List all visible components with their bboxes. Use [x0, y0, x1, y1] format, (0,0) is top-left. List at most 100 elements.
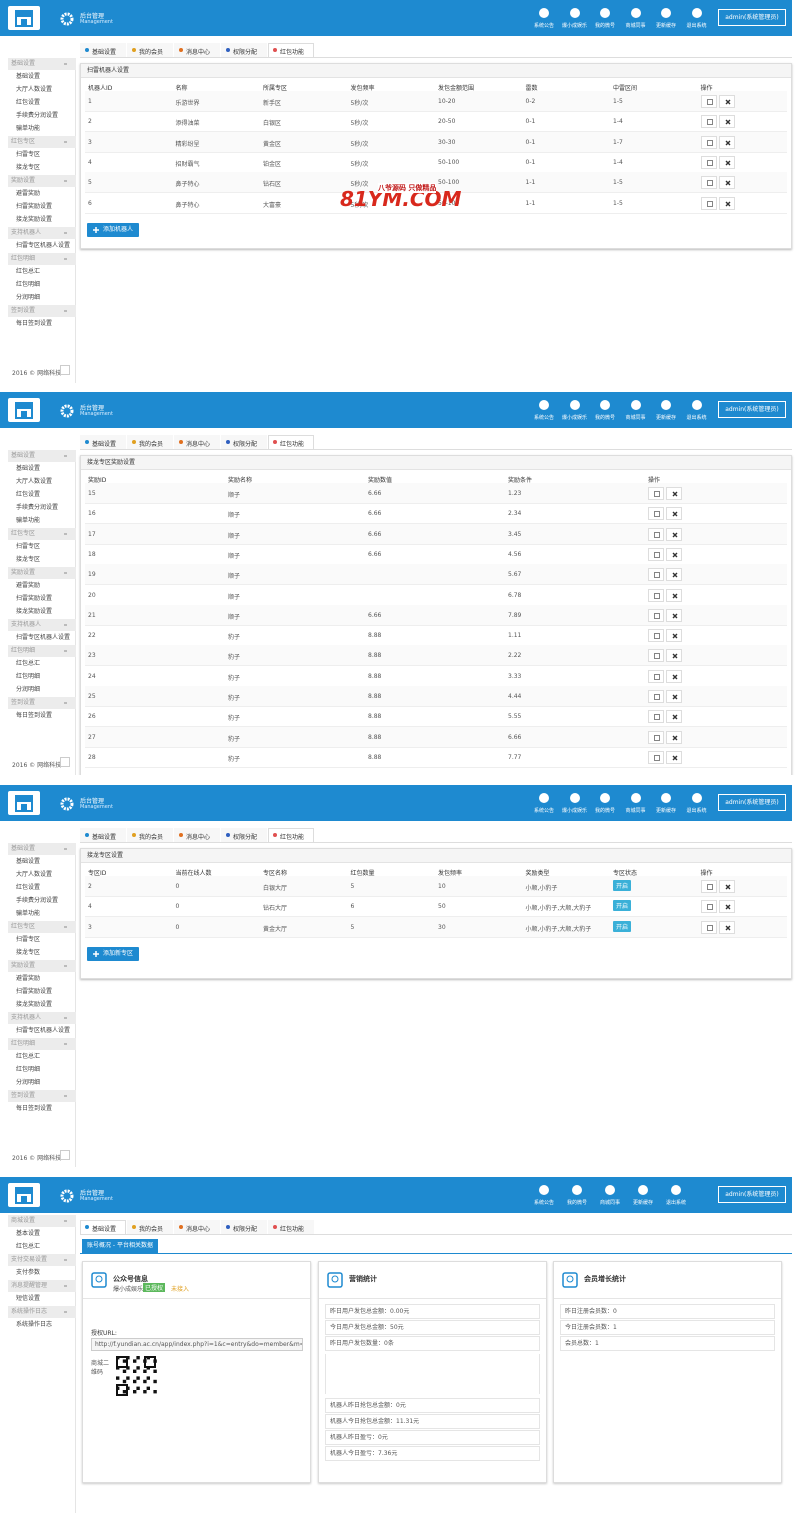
sidebar-group[interactable]: 基础设置	[8, 58, 76, 70]
sidebar-item[interactable]: 红包明细	[16, 281, 41, 288]
tab[interactable]: 红包功能	[268, 435, 314, 449]
tab[interactable]: 消息中心	[174, 435, 220, 449]
sidebar-item[interactable]: 避雷奖励	[16, 582, 41, 589]
delete-button[interactable]	[666, 547, 682, 561]
edit-button[interactable]	[648, 568, 664, 582]
edit-button[interactable]	[648, 507, 664, 521]
sidebar-item[interactable]: 大厅人数设置	[16, 478, 53, 485]
user-menu[interactable]: admin(系统管理员)	[718, 9, 786, 26]
delete-button[interactable]	[666, 507, 682, 521]
sidebar-item[interactable]: 红包总汇	[16, 1243, 41, 1250]
nav-item[interactable]: 商城同事	[594, 1181, 626, 1209]
sidebar-item[interactable]: 扫雷专区机器人设置	[16, 1027, 71, 1034]
sidebar-item[interactable]: 每日签到设置	[16, 712, 53, 719]
sidebar-group[interactable]: 奖励设置	[8, 567, 76, 579]
nav-item[interactable]: 系统公告	[528, 396, 560, 424]
edit-button[interactable]	[648, 527, 664, 541]
delete-button[interactable]	[718, 196, 735, 210]
sidebar-item[interactable]: 红包总汇	[16, 1053, 41, 1060]
nav-item[interactable]: 我的微号	[589, 396, 621, 424]
edit-button[interactable]	[700, 115, 717, 129]
sub-tab[interactable]: 账号概况 - 平台相关数据	[82, 1239, 158, 1253]
tab[interactable]: 权限分配	[221, 43, 267, 57]
sidebar-item[interactable]: 扫雷专区	[16, 936, 41, 943]
nav-item[interactable]: 我的微号	[589, 4, 621, 32]
nav-item[interactable]: 系统公告	[528, 1181, 560, 1209]
nav-item[interactable]: 退出系统	[681, 789, 713, 817]
sidebar-group[interactable]: 红包明细	[8, 253, 76, 265]
sidebar-item[interactable]: 骗单功能	[16, 910, 41, 917]
delete-button[interactable]	[718, 95, 735, 108]
sidebar-item[interactable]: 接龙奖励设置	[16, 608, 53, 615]
sidebar-item[interactable]: 基础设置	[16, 858, 41, 865]
nav-item[interactable]: 商城同事	[620, 4, 652, 32]
tab[interactable]: 红包功能	[268, 1220, 314, 1234]
delete-button[interactable]	[666, 710, 682, 724]
nav-item[interactable]: 更新缓存	[650, 4, 682, 32]
tab[interactable]: 我的会员	[127, 828, 173, 842]
nav-item[interactable]: 爆小成娱乐	[559, 789, 591, 817]
tab[interactable]: 消息中心	[174, 828, 220, 842]
delete-button[interactable]	[718, 155, 735, 169]
sidebar-item[interactable]: 红包总汇	[16, 660, 41, 667]
sidebar-item[interactable]: 扫雷专区机器人设置	[16, 634, 71, 641]
delete-button[interactable]	[666, 487, 682, 500]
sidebar-group[interactable]: 签到设置	[8, 697, 76, 709]
sidebar-item[interactable]: 红包明细	[16, 673, 41, 680]
delete-button[interactable]	[718, 900, 735, 914]
sidebar-group[interactable]: 支持机器人	[8, 1012, 76, 1024]
tab[interactable]: 基础设置	[80, 435, 126, 449]
edit-button[interactable]	[648, 588, 664, 602]
sidebar-item[interactable]: 手续费分润设置	[16, 112, 59, 119]
sidebar-item[interactable]: 接龙专区	[16, 556, 41, 563]
sidebar-group[interactable]: 红包明细	[8, 1038, 76, 1050]
add-button[interactable]: 添加机器人	[87, 222, 140, 237]
tab[interactable]: 基础设置	[80, 1220, 126, 1234]
edit-button[interactable]	[700, 920, 717, 934]
delete-button[interactable]	[666, 750, 682, 764]
sidebar-item[interactable]: 扫雷奖励设置	[16, 595, 53, 602]
edit-button[interactable]	[648, 649, 664, 663]
delete-button[interactable]	[666, 608, 682, 622]
edit-button[interactable]	[648, 710, 664, 724]
sidebar-item[interactable]: 避雷奖励	[16, 190, 41, 197]
edit-button[interactable]	[648, 730, 664, 744]
delete-button[interactable]	[666, 629, 682, 643]
sidebar-item[interactable]: 扫雷奖励设置	[16, 988, 53, 995]
sidebar-item[interactable]: 红包总汇	[16, 268, 41, 275]
edit-button[interactable]	[648, 690, 664, 703]
delete-button[interactable]	[718, 176, 735, 190]
tab[interactable]: 权限分配	[221, 828, 267, 842]
sidebar-item[interactable]: 每日签到设置	[16, 1105, 53, 1112]
tab[interactable]: 我的会员	[127, 1220, 173, 1234]
edit-button[interactable]	[700, 95, 717, 108]
delete-button[interactable]	[666, 690, 682, 703]
nav-item[interactable]: 更新缓存	[650, 396, 682, 424]
sidebar-group[interactable]: 系统操作日志	[8, 1306, 76, 1318]
sidebar-group[interactable]: 基础设置	[8, 450, 76, 462]
sidebar-item[interactable]: 扫雷专区	[16, 151, 41, 158]
delete-button[interactable]	[666, 527, 682, 541]
delete-button[interactable]	[666, 669, 682, 683]
delete-button[interactable]	[718, 880, 735, 893]
tab[interactable]: 消息中心	[174, 1220, 220, 1234]
collapse-btn[interactable]	[60, 757, 70, 767]
edit-button[interactable]	[700, 176, 717, 190]
nav-item[interactable]: 系统公告	[528, 4, 560, 32]
sidebar-item[interactable]: 红包设置	[16, 491, 41, 498]
sidebar-group[interactable]: 支付交易设置	[8, 1254, 76, 1266]
nav-item[interactable]: 更新缓存	[627, 1181, 659, 1209]
edit-button[interactable]	[648, 750, 664, 764]
delete-button[interactable]	[666, 568, 682, 582]
delete-button[interactable]	[666, 588, 682, 602]
tab[interactable]: 我的会员	[127, 43, 173, 57]
delete-button[interactable]	[718, 135, 735, 149]
edit-button[interactable]	[700, 155, 717, 169]
nav-item[interactable]: 我的微号	[589, 789, 621, 817]
sidebar-item[interactable]: 分润明细	[16, 294, 41, 301]
collapse-btn[interactable]	[60, 365, 70, 375]
sidebar-item[interactable]: 红包设置	[16, 99, 41, 106]
sidebar-group[interactable]: 签到设置	[8, 305, 76, 317]
tab[interactable]: 红包功能	[268, 43, 314, 57]
tab[interactable]: 我的会员	[127, 435, 173, 449]
